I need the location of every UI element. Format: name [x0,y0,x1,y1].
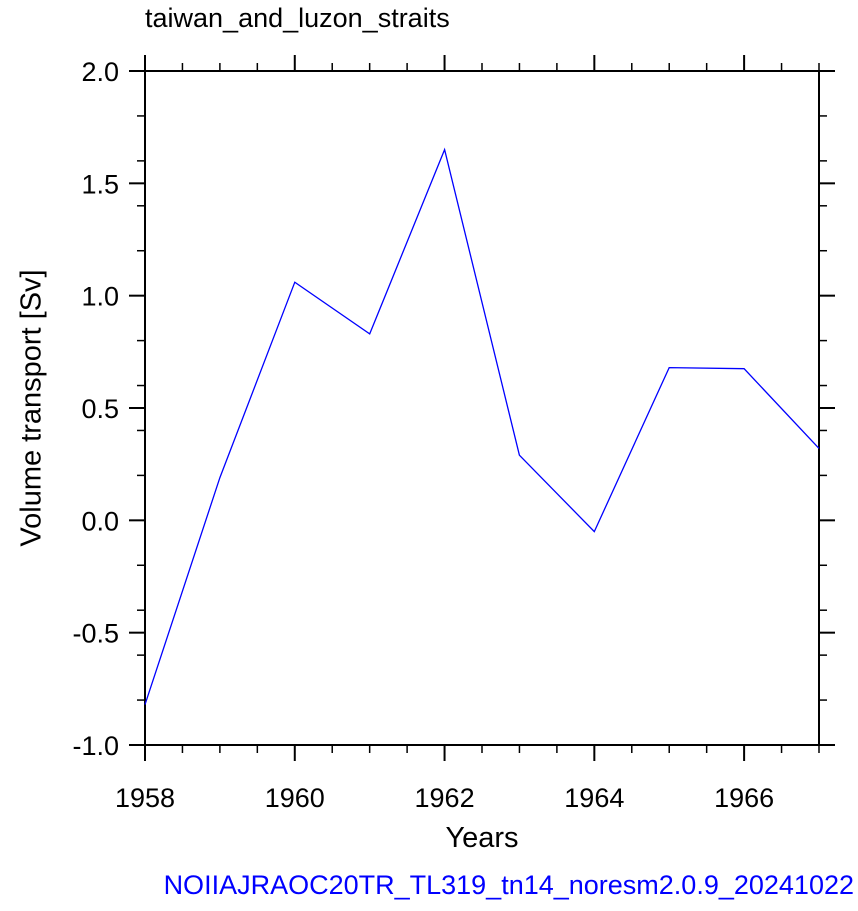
x-tick-label: 1966 [714,783,774,813]
y-tick-label: 0.5 [81,394,119,424]
x-tick-label: 1964 [564,783,624,813]
tick-labels: 1958 1960 1962 1964 1966 2.0 1.5 1.0 0.5 0.0 -0.5 -… [72,57,774,813]
y-tick-label: 1.5 [81,169,119,199]
series-line [144,147,820,705]
y-axis-label: Volume transport [Sv] [15,269,48,547]
footer-label: NOIIAJRAOC20TR_TL319_tn14_noresm2.0.9_20… [163,870,854,900]
y-tick-label: -1.0 [72,731,119,761]
y-tick-label: 2.0 [81,57,119,87]
x-tick-label: 1960 [265,783,325,813]
y-tick-label: -0.5 [72,619,119,649]
x-tick-label: 1962 [415,783,475,813]
y-tick-label: 0.0 [81,506,119,536]
plot-frame [144,70,820,746]
x-tick-label: 1958 [115,783,175,813]
minor-ticks [137,63,827,753]
y-tick-label: 1.0 [81,282,119,312]
major-ticks [129,55,835,761]
x-axis-label: Years [445,822,519,854]
chart-title: taiwan_and_luzon_straits [145,3,450,33]
